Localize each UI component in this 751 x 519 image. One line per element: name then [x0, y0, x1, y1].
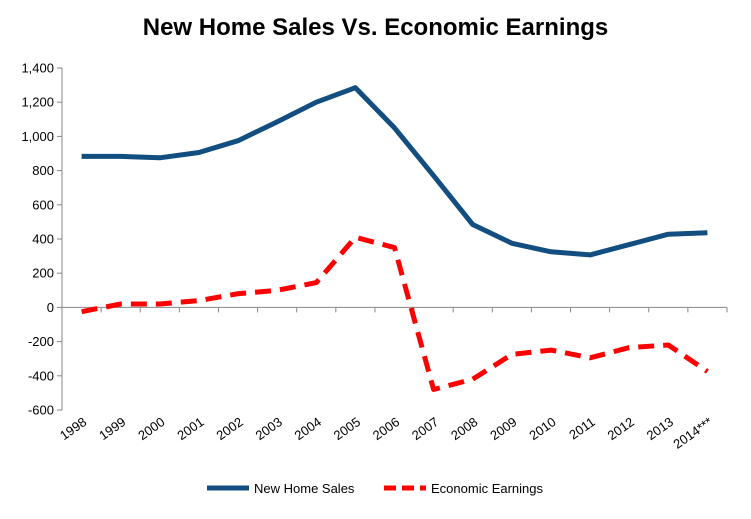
x-tick-label: 2002	[213, 414, 245, 443]
y-tick-label: 1,400	[21, 61, 54, 76]
y-tick-label: 200	[32, 266, 54, 281]
y-tick-label: -600	[28, 403, 54, 418]
x-tick-label: 2007	[409, 414, 441, 443]
data-point	[157, 301, 162, 306]
x-tick-label: 2003	[253, 414, 285, 443]
y-tick-label: 1,200	[21, 95, 54, 110]
y-tick-label: 600	[32, 197, 54, 212]
x-tick-label: 2005	[331, 414, 363, 443]
data-point	[314, 100, 319, 105]
x-tick-label: 2000	[135, 414, 167, 443]
y-tick-label: 800	[32, 163, 54, 178]
data-point	[353, 85, 358, 90]
x-tick-label: 2011	[566, 414, 598, 442]
x-tick-label: 2008	[448, 414, 480, 443]
data-point	[705, 230, 710, 235]
data-point	[79, 154, 84, 159]
data-point	[275, 119, 280, 124]
data-point	[548, 348, 553, 353]
data-point	[157, 155, 162, 160]
x-tick-label: 2014***	[670, 414, 715, 452]
data-point	[431, 387, 436, 392]
data-point	[431, 173, 436, 178]
data-point	[666, 232, 671, 237]
x-tick-label: 2001	[174, 414, 206, 443]
data-point	[353, 235, 358, 240]
x-tick-label: 2004	[292, 414, 324, 443]
data-point	[588, 252, 593, 257]
y-tick-label: 400	[32, 232, 54, 247]
data-point	[470, 222, 475, 227]
data-point	[196, 150, 201, 155]
y-tick-label: 0	[47, 300, 54, 315]
x-tick-label: 1999	[96, 414, 128, 443]
x-tick-label: 2010	[526, 414, 558, 443]
x-tick-label: 2006	[370, 414, 402, 443]
data-point	[666, 343, 671, 348]
data-point	[118, 301, 123, 306]
series-line-economic-earnings	[81, 234, 709, 392]
data-point	[627, 242, 632, 247]
legend-label: New Home Sales	[254, 481, 355, 496]
x-tick-label: 2012	[605, 414, 637, 443]
data-point	[236, 138, 241, 143]
chart-title: New Home Sales Vs. Economic Earnings	[142, 14, 609, 41]
data-point	[196, 298, 201, 303]
data-point	[548, 249, 553, 254]
data-point	[314, 280, 319, 285]
data-point	[275, 288, 280, 293]
x-tick-label: 2009	[487, 414, 519, 443]
x-tick-label: 1998	[57, 414, 89, 443]
y-tick-label: 1,000	[21, 129, 54, 144]
data-point	[509, 241, 514, 246]
legend-label: Economic Earnings	[431, 481, 543, 496]
data-point	[392, 125, 397, 130]
y-tick-label: -400	[28, 368, 54, 383]
data-point	[705, 369, 710, 374]
data-point	[236, 291, 241, 296]
data-point	[79, 309, 84, 314]
data-point	[509, 352, 514, 357]
data-point	[470, 377, 475, 382]
data-point	[627, 345, 632, 350]
series-line-new-home-sales	[81, 85, 708, 258]
data-point	[118, 154, 123, 159]
data-point	[588, 355, 593, 360]
data-point	[392, 245, 397, 250]
y-tick-label: -200	[28, 334, 54, 349]
